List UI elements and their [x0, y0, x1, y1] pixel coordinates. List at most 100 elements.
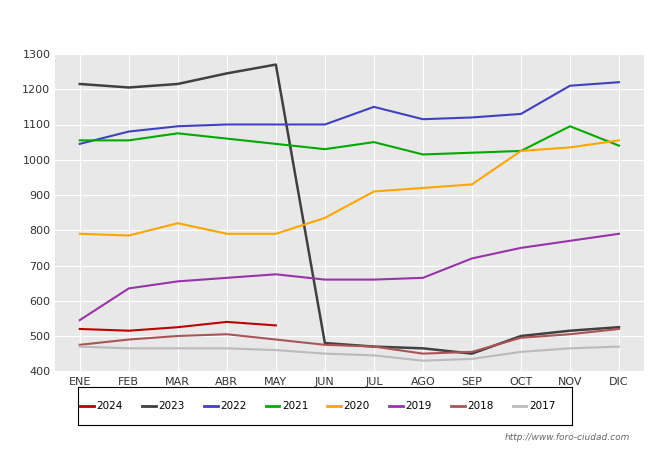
2018: [468, 349, 476, 355]
2019: [223, 275, 231, 280]
2022: [272, 122, 280, 127]
2018: [370, 344, 378, 349]
2020: [272, 231, 280, 237]
2022: [223, 122, 231, 127]
2021: [517, 148, 525, 153]
2022: [321, 122, 329, 127]
Line: 2017: 2017: [80, 346, 619, 361]
2023: [272, 62, 280, 68]
2019: [174, 279, 182, 284]
2023: [174, 81, 182, 87]
2021: [615, 143, 623, 148]
2019: [468, 256, 476, 261]
2020: [468, 182, 476, 187]
2018: [76, 342, 84, 347]
2017: [321, 351, 329, 356]
2020: [76, 231, 84, 237]
2022: [76, 141, 84, 147]
2022: [370, 104, 378, 110]
Text: 2020: 2020: [343, 401, 370, 411]
2019: [517, 245, 525, 251]
2019: [615, 231, 623, 237]
2017: [517, 349, 525, 355]
2018: [174, 333, 182, 339]
2023: [321, 340, 329, 346]
2018: [615, 326, 623, 332]
2020: [419, 185, 427, 191]
Text: 2018: 2018: [467, 401, 493, 411]
2019: [272, 272, 280, 277]
Line: 2022: 2022: [80, 82, 619, 144]
2019: [76, 317, 84, 323]
2017: [272, 347, 280, 353]
2020: [370, 189, 378, 194]
2023: [370, 344, 378, 349]
2018: [223, 332, 231, 337]
2020: [517, 148, 525, 153]
2020: [174, 220, 182, 226]
2020: [615, 138, 623, 143]
2020: [223, 231, 231, 237]
2018: [321, 342, 329, 347]
2017: [125, 346, 133, 351]
2019: [566, 238, 574, 243]
2022: [566, 83, 574, 88]
2019: [321, 277, 329, 282]
2021: [370, 140, 378, 145]
2022: [517, 111, 525, 117]
2022: [419, 117, 427, 122]
2019: [370, 277, 378, 282]
2017: [223, 346, 231, 351]
2020: [321, 215, 329, 220]
2022: [468, 115, 476, 120]
2019: [125, 286, 133, 291]
2017: [615, 344, 623, 349]
2023: [517, 333, 525, 339]
2023: [566, 328, 574, 333]
2021: [125, 138, 133, 143]
2021: [321, 147, 329, 152]
Text: 2017: 2017: [529, 401, 555, 411]
2020: [566, 145, 574, 150]
2023: [76, 81, 84, 87]
Text: Afiliados en Beniarjó a 31/5/2024: Afiliados en Beniarjó a 31/5/2024: [158, 15, 492, 34]
Text: http://www.foro-ciudad.com: http://www.foro-ciudad.com: [505, 433, 630, 442]
Line: 2023: 2023: [80, 65, 619, 354]
2022: [125, 129, 133, 134]
2017: [370, 353, 378, 358]
2017: [566, 346, 574, 351]
2020: [125, 233, 133, 238]
2021: [223, 136, 231, 141]
2018: [517, 335, 525, 341]
2022: [174, 124, 182, 129]
2018: [125, 337, 133, 342]
Text: 2021: 2021: [281, 401, 308, 411]
Line: 2019: 2019: [80, 234, 619, 320]
2023: [615, 324, 623, 330]
2017: [76, 344, 84, 349]
2017: [419, 358, 427, 364]
2017: [468, 356, 476, 362]
2023: [223, 71, 231, 76]
2018: [566, 332, 574, 337]
2021: [419, 152, 427, 157]
2022: [615, 80, 623, 85]
2019: [419, 275, 427, 280]
Text: 2024: 2024: [97, 401, 123, 411]
2017: [174, 346, 182, 351]
2021: [76, 138, 84, 143]
Line: 2021: 2021: [80, 126, 619, 154]
Line: 2018: 2018: [80, 329, 619, 354]
Text: 2019: 2019: [406, 401, 432, 411]
2021: [174, 130, 182, 136]
2023: [468, 351, 476, 356]
2023: [125, 85, 133, 90]
2023: [419, 346, 427, 351]
2018: [419, 351, 427, 356]
2021: [468, 150, 476, 155]
2021: [272, 141, 280, 147]
Line: 2020: 2020: [80, 140, 619, 235]
2018: [272, 337, 280, 342]
Text: 2022: 2022: [220, 401, 246, 411]
Text: 2023: 2023: [159, 401, 185, 411]
